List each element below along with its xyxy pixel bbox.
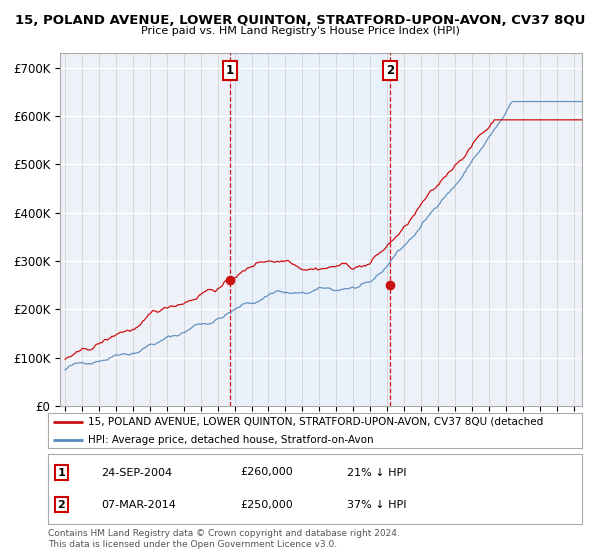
- Text: 21% ↓ HPI: 21% ↓ HPI: [347, 468, 407, 478]
- Text: Price paid vs. HM Land Registry's House Price Index (HPI): Price paid vs. HM Land Registry's House …: [140, 26, 460, 36]
- Text: Contains HM Land Registry data © Crown copyright and database right 2024.
This d: Contains HM Land Registry data © Crown c…: [48, 529, 400, 549]
- Text: 2: 2: [386, 64, 394, 77]
- Text: 2: 2: [58, 500, 65, 510]
- Bar: [230, 53, 390, 406]
- Text: 15, POLAND AVENUE, LOWER QUINTON, STRATFORD-UPON-AVON, CV37 8QU (detached: 15, POLAND AVENUE, LOWER QUINTON, STRATF…: [88, 417, 544, 427]
- Text: 24-SEP-2004: 24-SEP-2004: [101, 468, 173, 478]
- Text: 1: 1: [58, 468, 65, 478]
- Text: 07-MAR-2014: 07-MAR-2014: [101, 500, 176, 510]
- Text: HPI: Average price, detached house, Stratford-on-Avon: HPI: Average price, detached house, Stra…: [88, 435, 374, 445]
- Text: 1: 1: [226, 64, 234, 77]
- Text: 37% ↓ HPI: 37% ↓ HPI: [347, 500, 407, 510]
- Text: £250,000: £250,000: [240, 500, 293, 510]
- Text: 15, POLAND AVENUE, LOWER QUINTON, STRATFORD-UPON-AVON, CV37 8QU: 15, POLAND AVENUE, LOWER QUINTON, STRATF…: [15, 14, 585, 27]
- Text: £260,000: £260,000: [240, 468, 293, 478]
